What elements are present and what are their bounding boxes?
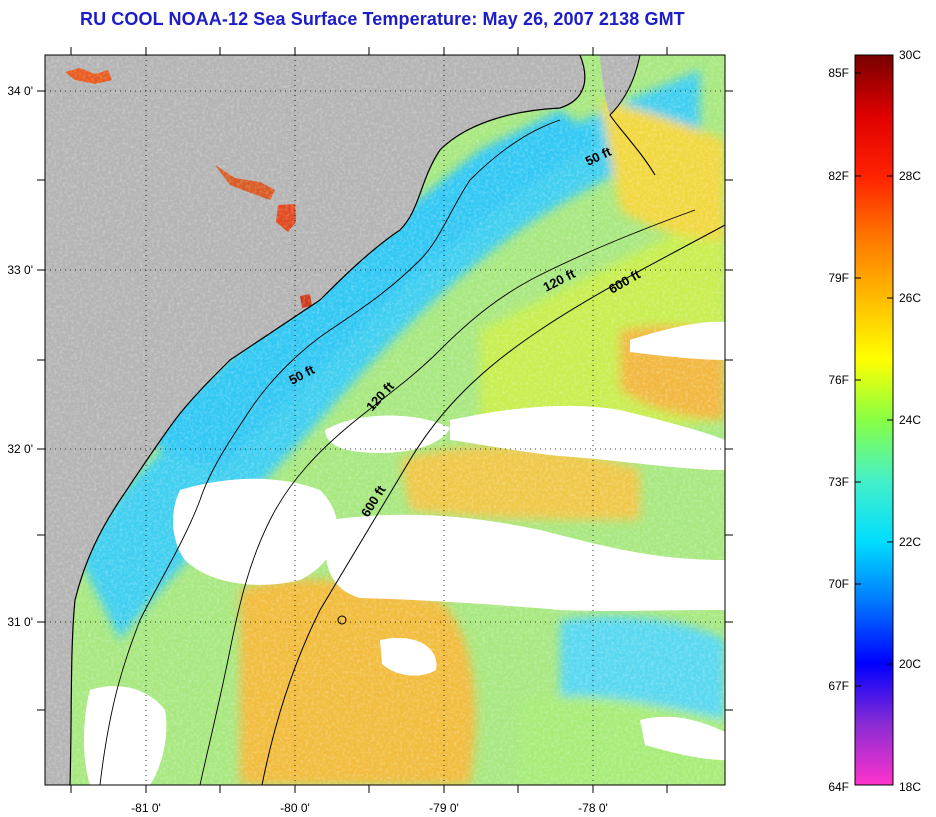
cb-f-82: 82F	[828, 169, 849, 183]
lon-label-79: -79 0'	[429, 801, 459, 815]
cb-f-64: 64F	[828, 780, 849, 794]
cb-c-20: 20C	[899, 657, 921, 671]
graticule	[45, 55, 725, 785]
contour-50ft-line	[99, 119, 561, 785]
cb-f-76: 76F	[828, 373, 849, 387]
cb-f-85: 85F	[828, 66, 849, 80]
cb-c-18: 18C	[899, 780, 921, 794]
contour-closed-loop	[337, 615, 347, 625]
lat-label-33: 33 0'	[7, 263, 33, 277]
cb-c-28: 28C	[899, 169, 921, 183]
colorbar-ticks	[855, 54, 893, 687]
lon-label-78: -78 0'	[578, 801, 608, 815]
lon-label-81: -81 0'	[131, 801, 161, 815]
map-title: RU COOL NOAA-12 Sea Surface Temperature:…	[80, 9, 685, 29]
map-frame	[44, 54, 726, 786]
contour-120ft-line	[199, 209, 696, 785]
cb-f-73: 73F	[828, 475, 849, 489]
map-image-area: 50 ft 50 ft 120 ft 120 ft 600 ft 600 ft	[45, 55, 725, 785]
lat-label-31: 31 0'	[7, 615, 33, 629]
lat-label-34: 34 0'	[7, 84, 33, 98]
contour-600ft-line	[261, 224, 725, 785]
cb-f-67: 67F	[828, 679, 849, 693]
cb-f-70: 70F	[828, 577, 849, 591]
cb-c-22: 22C	[899, 535, 921, 549]
lat-label-32: 32 0'	[7, 442, 33, 456]
cb-c-30: 30C	[899, 48, 921, 62]
data-speckle	[45, 55, 725, 785]
map-ticks	[37, 47, 733, 793]
coastline-northeast	[609, 55, 656, 176]
cb-f-79: 79F	[828, 271, 849, 285]
cb-c-26: 26C	[899, 291, 921, 305]
coastline	[69, 55, 586, 785]
cb-c-24: 24C	[899, 413, 921, 427]
colorbar	[855, 55, 893, 785]
lon-label-80: -80 0'	[280, 801, 310, 815]
